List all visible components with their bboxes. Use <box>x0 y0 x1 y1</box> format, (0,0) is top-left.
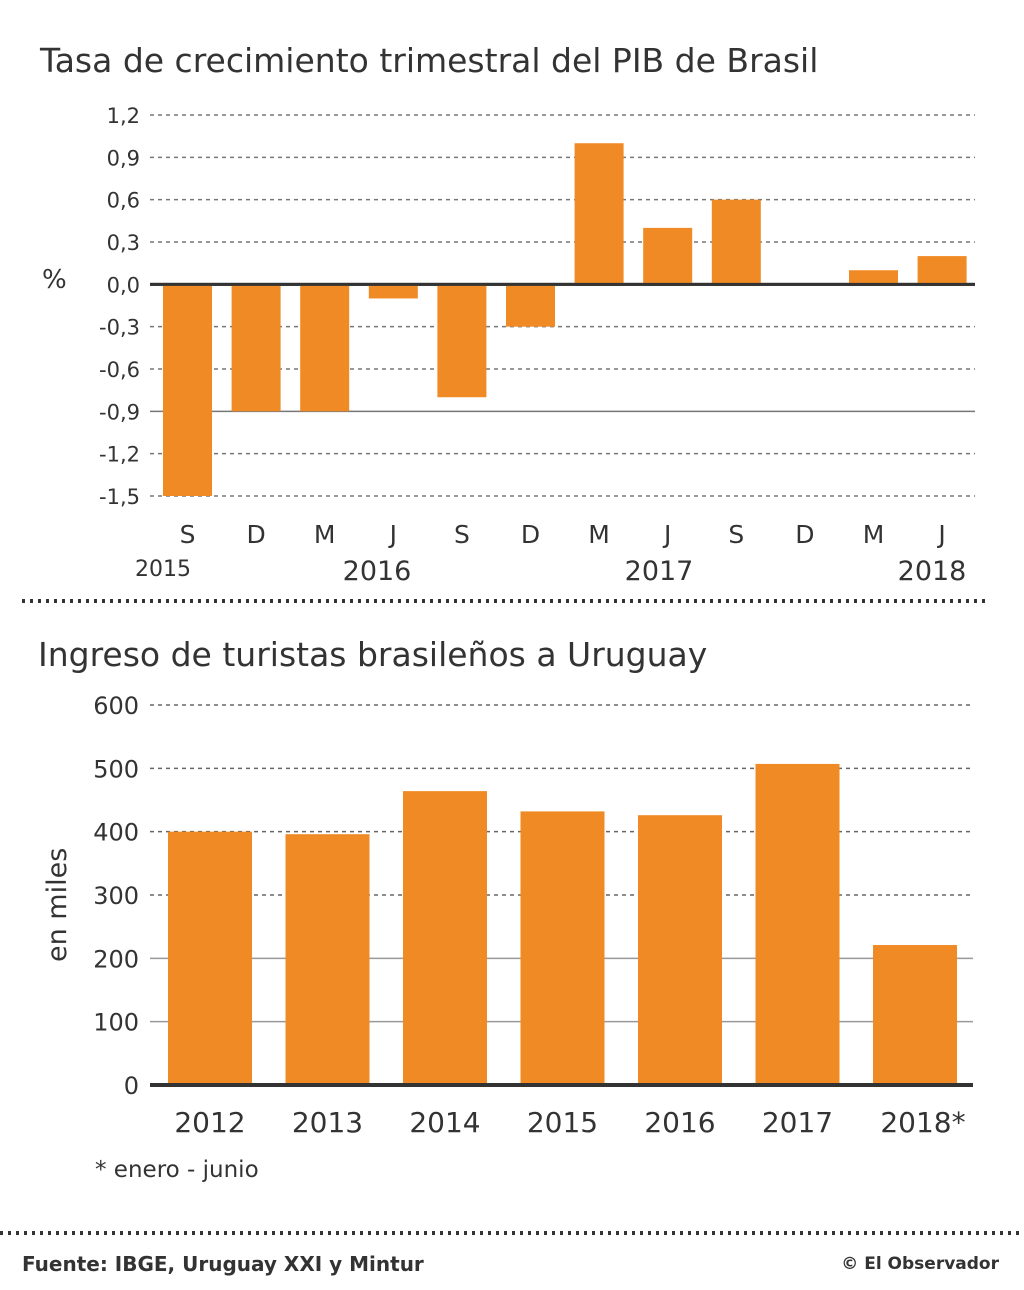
year-label: 2015 <box>135 557 191 582</box>
footer-source: Fuente: IBGE, Uruguay XXI y Mintur <box>22 1252 424 1276</box>
x-tick-label: J <box>388 520 397 549</box>
y-tick-label: 200 <box>93 945 139 973</box>
chart2-plot: 600 500 400 300 200 100 0 2012 2013 2014 2015 2016 2… <box>93 692 973 1139</box>
y-tick-label: -0,3 <box>99 316 140 340</box>
x-tick-label: S <box>728 520 744 549</box>
y-tick-label: -0,6 <box>99 358 140 382</box>
x-tick-label: M <box>314 520 336 549</box>
y-tick-label: 1,2 <box>107 104 140 128</box>
x-tick-label: 2013 <box>292 1106 363 1139</box>
y-tick-label: 500 <box>93 755 139 783</box>
y-tick-label: 0,9 <box>107 146 140 170</box>
x-tick-label: D <box>246 520 265 549</box>
x-tick-label: M <box>588 520 610 549</box>
bar <box>638 815 722 1085</box>
y-tick-label: -0,9 <box>99 400 140 424</box>
chart1-title: Tasa de crecimiento trimestral del PIB d… <box>39 41 818 80</box>
y-tick-label: -1,5 <box>99 485 140 509</box>
bar <box>574 143 624 285</box>
y-tick-label: 0,6 <box>107 189 140 213</box>
bar <box>163 284 212 496</box>
x-tick-label: 2015 <box>527 1106 598 1139</box>
bar <box>437 284 487 398</box>
y-tick-label: 0 <box>124 1072 139 1100</box>
bar <box>368 284 418 299</box>
bar <box>300 284 350 412</box>
bar <box>917 256 967 285</box>
chart2-note: * enero - junio <box>95 1157 259 1183</box>
chart2-title: Ingreso de turistas brasileños a Uruguay <box>38 635 707 674</box>
y-tick-label: 600 <box>93 692 139 720</box>
x-tick-label: D <box>521 520 540 549</box>
y-tick-label: 100 <box>93 1009 139 1037</box>
bar <box>755 763 840 1085</box>
x-tick-label: 2016 <box>644 1106 715 1139</box>
y-tick-label: 400 <box>93 819 139 847</box>
bar <box>873 945 957 1085</box>
y-tick-label: 300 <box>93 882 139 910</box>
year-label: 2016 <box>343 556 412 587</box>
footer-credit: © El Observador <box>841 1254 999 1274</box>
x-tick-label: 2012 <box>174 1106 245 1139</box>
x-tick-label: 2014 <box>409 1106 480 1139</box>
x-tick-label: J <box>936 520 945 549</box>
bar <box>506 284 555 327</box>
x-tick-label: M <box>863 520 885 549</box>
chart1-ylabel: % <box>42 265 67 295</box>
x-tick-label: 2018* <box>880 1106 965 1139</box>
bar <box>520 811 605 1085</box>
year-label: 2018 <box>898 556 967 587</box>
y-tick-label: 0,0 <box>107 273 140 297</box>
y-tick-label: 0,3 <box>107 231 140 255</box>
bar <box>168 831 252 1085</box>
bar <box>643 227 693 285</box>
bar <box>231 284 281 412</box>
x-tick-label: 2017 <box>762 1106 833 1139</box>
year-label: 2017 <box>625 556 694 587</box>
y-tick-label: -1,2 <box>99 443 140 467</box>
x-tick-label: D <box>795 520 814 549</box>
bar <box>403 791 487 1085</box>
bar <box>285 834 370 1085</box>
bar <box>849 270 898 285</box>
x-tick-label: S <box>454 520 470 549</box>
x-tick-label: J <box>662 520 671 549</box>
x-tick-label: S <box>180 520 196 549</box>
chart1-plot: 1,2 0,9 0,6 0,3 0,0 -0,3 -0,6 -0,9 -1,2 -1,5 S D M J S… <box>99 104 975 587</box>
chart2-ylabel: en miles <box>42 848 73 962</box>
bar <box>711 199 761 285</box>
